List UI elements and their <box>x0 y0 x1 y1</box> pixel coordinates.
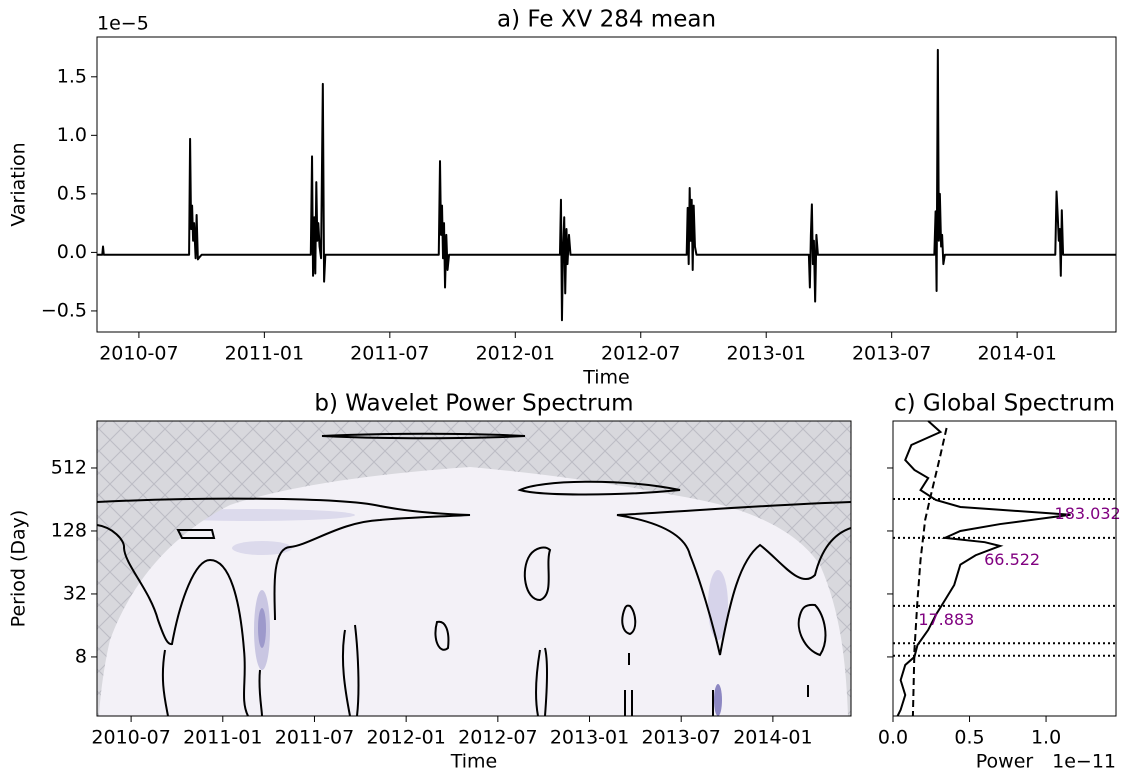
panel-title: c) Global Spectrum <box>894 391 1115 417</box>
x-tick-label: 2011-07 <box>350 343 429 365</box>
power-blob <box>232 541 292 555</box>
power-blob <box>258 608 266 648</box>
series-line <box>97 48 1116 322</box>
x-tick-label: 2013-01 <box>550 727 629 749</box>
y-tick-label: 0.0 <box>57 241 87 263</box>
peak-label: 66.522 <box>984 550 1040 569</box>
contour-line <box>534 647 548 716</box>
x-tick-label: 0.5 <box>954 727 984 749</box>
x-tick-label: 2010-07 <box>99 343 178 365</box>
x-tick-label: 2010-07 <box>91 727 170 749</box>
y-tick-label: 32 <box>63 582 87 604</box>
x-tick-label: 2011-01 <box>225 343 304 365</box>
contour-line <box>434 620 450 651</box>
contour-line <box>176 529 216 539</box>
x-tick-label: 2013-01 <box>727 343 806 365</box>
contour-line <box>97 497 471 621</box>
wavelet-field <box>97 421 851 716</box>
y-tick-label: −0.5 <box>41 299 87 321</box>
contour-line <box>621 604 637 636</box>
x-tick-label: 2012-01 <box>476 343 555 365</box>
contour-line <box>321 432 526 440</box>
x-axis-label: Time <box>582 367 630 389</box>
x-tick-label: 1.0 <box>1031 727 1061 749</box>
spectrum-line <box>896 420 1071 717</box>
y-tick-label: 1.5 <box>57 65 87 87</box>
plot-frame <box>96 36 1117 333</box>
x-offset-label: 1e−11 <box>1052 751 1116 773</box>
x-axis-label: Power <box>976 751 1034 773</box>
peak-label: 17.883 <box>918 610 974 629</box>
contour-line <box>341 624 360 716</box>
peak-label: 183.032 <box>1055 504 1121 523</box>
plot-frame <box>96 420 852 717</box>
x-tick-label: 2014-01 <box>977 343 1056 365</box>
x-tick-label: 2011-01 <box>183 727 262 749</box>
power-blob <box>714 684 722 716</box>
panel-title: b) Wavelet Power Spectrum <box>314 391 633 417</box>
y-offset-label: 1e−5 <box>97 13 149 35</box>
x-tick-label: 2014-01 <box>733 727 812 749</box>
x-tick-label: 2012-01 <box>366 727 445 749</box>
x-tick-label: 2013-07 <box>852 343 931 365</box>
panel-title: a) Fe XV 284 mean <box>497 7 716 33</box>
y-axis-label: Variation <box>8 142 30 226</box>
contour-line <box>797 603 827 657</box>
cone-of-influence <box>97 421 851 716</box>
x-tick-label: 2011-07 <box>275 727 354 749</box>
contour-line <box>616 501 851 656</box>
y-tick-label: 8 <box>75 645 87 667</box>
contour-line <box>97 524 249 716</box>
y-tick-label: 512 <box>51 456 87 478</box>
x-tick-label: 2012-07 <box>458 727 537 749</box>
x-tick-label: 2013-07 <box>642 727 721 749</box>
y-tick-label: 128 <box>51 519 87 541</box>
y-tick-label: 1.0 <box>57 124 87 146</box>
x-tick-label: 2012-07 <box>601 343 680 365</box>
contour-line <box>161 649 809 716</box>
contour-line <box>523 546 552 602</box>
y-axis-label: Period (Day) <box>8 510 30 628</box>
y-tick-label: 0.5 <box>57 182 87 204</box>
plot-frame <box>892 420 1117 717</box>
contour-line <box>517 480 681 496</box>
significance-line <box>911 427 948 717</box>
x-tick-label: 0.0 <box>878 727 908 749</box>
x-axis-label: Time <box>450 751 498 773</box>
